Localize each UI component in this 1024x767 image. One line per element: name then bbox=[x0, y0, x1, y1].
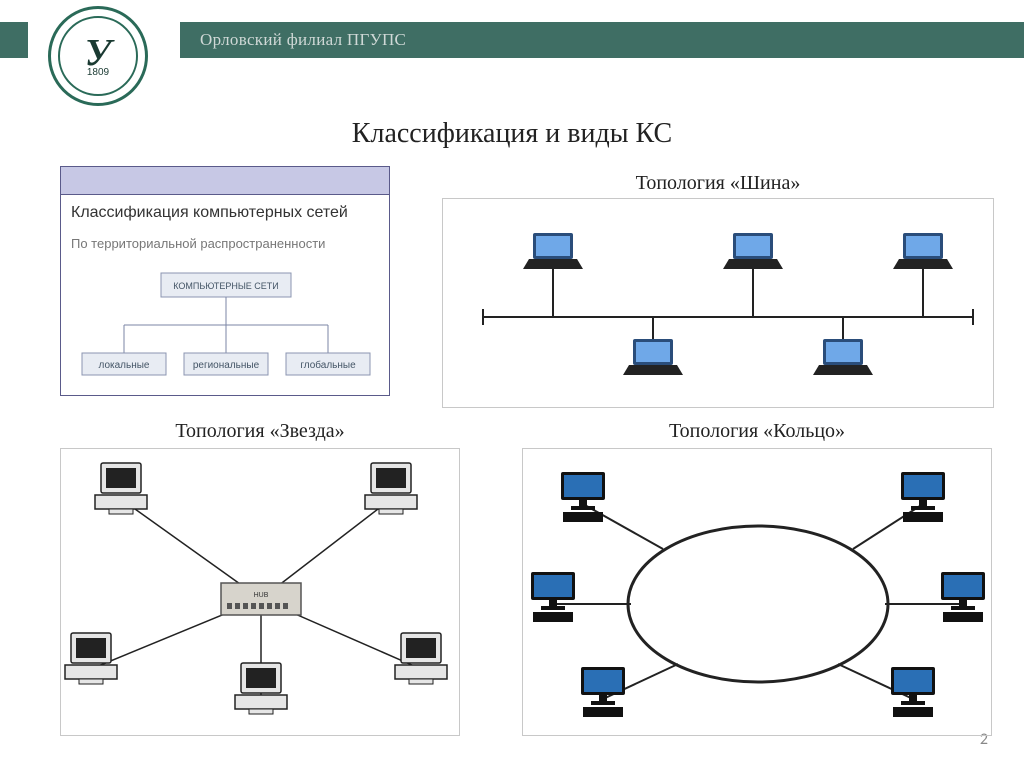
classification-titlebar bbox=[61, 167, 389, 195]
star-diagram: HUB bbox=[61, 449, 461, 737]
ring-title: Топология «Кольцо» bbox=[522, 420, 992, 443]
logo-inner: У 1809 bbox=[58, 16, 138, 96]
header-bar: Орловский филиал ПГУПС bbox=[180, 22, 1024, 58]
svg-text:HUB: HUB bbox=[254, 592, 269, 599]
svg-text:глобальные: глобальные bbox=[300, 359, 356, 371]
classification-heading: Классификация компьютерных сетей bbox=[61, 195, 389, 224]
ring-panel bbox=[522, 448, 992, 736]
svg-text:региональные: региональные bbox=[193, 360, 260, 371]
classification-tree: КОМПЬЮТЕРНЫЕ СЕТИ локальные региональные гл… bbox=[61, 265, 389, 395]
star-panel: HUB bbox=[60, 448, 460, 736]
ring-diagram bbox=[523, 449, 993, 737]
star-title: Топология «Звезда» bbox=[60, 420, 460, 443]
page-title: Классификация и виды КС bbox=[0, 118, 1024, 150]
logo: У 1809 bbox=[48, 6, 148, 106]
bus-title: Топология «Шина» bbox=[442, 172, 994, 195]
header-org: Орловский филиал ПГУПС bbox=[200, 30, 406, 50]
classification-subheading: По территориальной распространенности bbox=[61, 224, 389, 251]
bus-panel bbox=[442, 198, 994, 408]
logo-year: 1809 bbox=[87, 68, 109, 78]
classification-panel: Классификация компьютерных сетей По терр… bbox=[60, 166, 390, 396]
svg-text:КОМПЬЮТЕРНЫЕ СЕТИ: КОМПЬЮТЕРНЫЕ СЕТИ bbox=[173, 281, 279, 291]
svg-text:локальные: локальные bbox=[99, 360, 150, 371]
header-accent bbox=[0, 22, 28, 58]
bus-diagram bbox=[443, 199, 995, 407]
